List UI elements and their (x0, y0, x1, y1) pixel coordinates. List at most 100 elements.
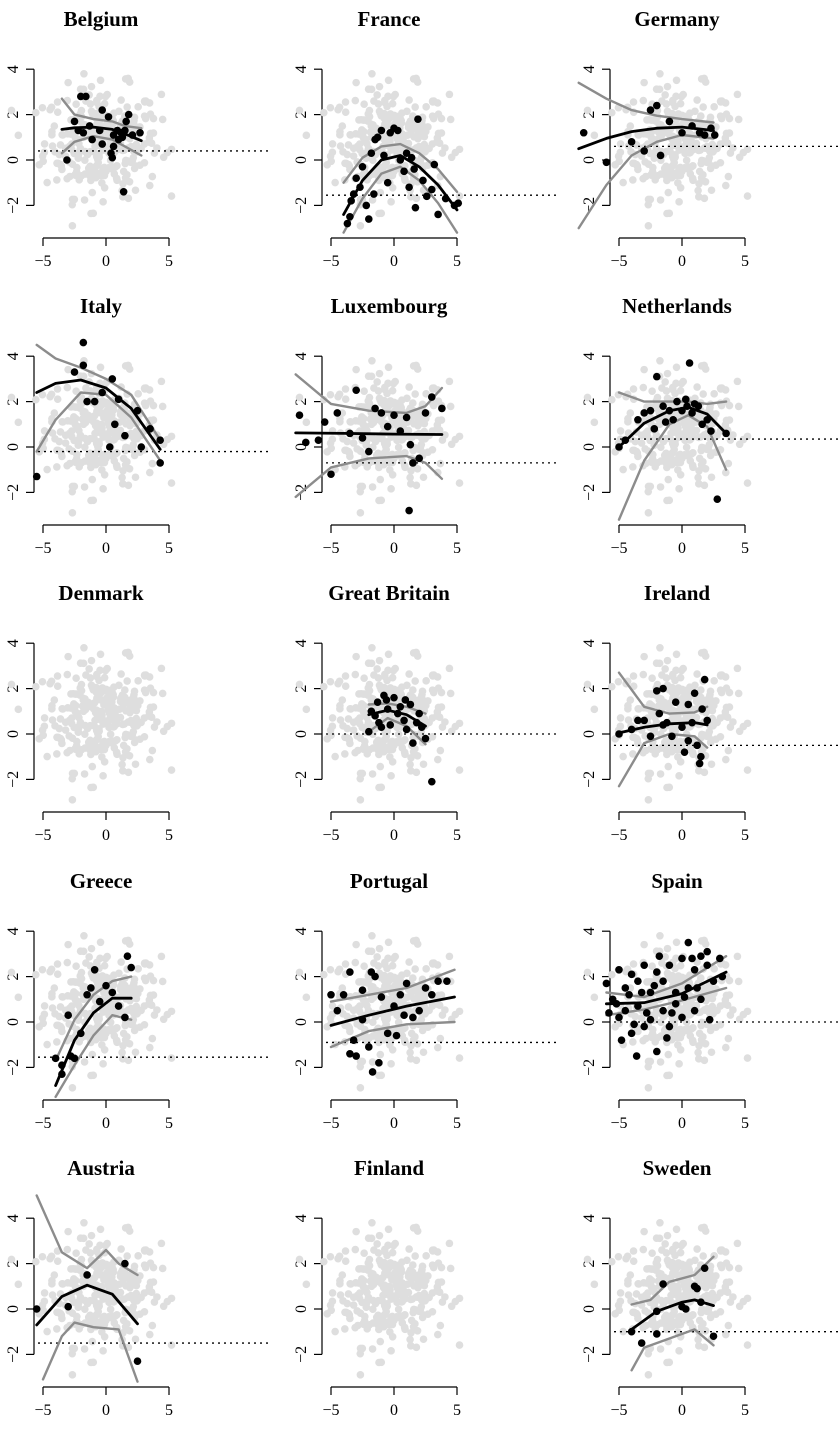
country-point (121, 431, 129, 440)
background-point (368, 356, 376, 365)
background-point (341, 1257, 350, 1266)
background-point (125, 751, 134, 760)
background-point (666, 685, 675, 694)
country-point (87, 984, 95, 992)
background-point (100, 458, 109, 467)
fit-line (329, 995, 456, 1027)
background-point (40, 140, 49, 148)
background-point (84, 451, 93, 460)
country-point (358, 434, 367, 442)
background-point (71, 458, 80, 467)
background-point (107, 738, 115, 747)
background-point (375, 783, 383, 792)
background-point (413, 652, 422, 660)
background-point (653, 171, 662, 180)
background-point (700, 194, 709, 203)
background-point (39, 444, 48, 453)
background-point (47, 965, 56, 974)
background-point (641, 1307, 649, 1315)
background-point (409, 1261, 417, 1269)
ci-lower-line (41, 1321, 139, 1383)
background-point (672, 76, 681, 85)
background-point (48, 716, 57, 724)
background-point (391, 952, 400, 961)
background-point (88, 475, 97, 484)
background-point (672, 363, 681, 372)
background-point (125, 1275, 134, 1284)
country-point (365, 215, 373, 223)
background-point (401, 1311, 409, 1319)
background-point (675, 198, 683, 206)
country-point (653, 101, 661, 110)
background-point (149, 688, 158, 697)
background-point (710, 701, 718, 710)
background-point (676, 757, 685, 766)
country-point (156, 436, 164, 444)
background-point (669, 1031, 678, 1040)
country-points (295, 386, 446, 515)
background-point (105, 723, 113, 732)
background-point (71, 171, 80, 180)
background-point (642, 1034, 650, 1043)
background-point (100, 171, 109, 180)
background-point (77, 745, 86, 754)
country-point (684, 938, 693, 947)
country-point (375, 1059, 383, 1067)
background-point (411, 1033, 419, 1041)
background-point (688, 461, 697, 470)
background-point (101, 717, 109, 725)
country-point (684, 700, 693, 709)
background-point (422, 103, 430, 111)
background-point (368, 1058, 377, 1066)
background-point (118, 1295, 127, 1304)
background-point (408, 1268, 417, 1277)
background-point (365, 106, 374, 115)
y-tick-label: −2 (581, 1346, 598, 1363)
background-point (47, 390, 56, 399)
background-point (113, 1024, 121, 1032)
background-point (122, 1281, 130, 1290)
background-point (660, 738, 669, 747)
background-point (387, 1347, 395, 1355)
background-point (55, 1012, 64, 1021)
background-point (733, 952, 742, 961)
x-tick-label: −5 (322, 540, 339, 557)
background-point (428, 97, 437, 105)
background-point (713, 431, 721, 440)
background-point (433, 755, 442, 764)
background-point (391, 1239, 400, 1248)
country-point (383, 178, 392, 187)
background-point (641, 445, 649, 453)
background-point (56, 428, 65, 436)
background-point (412, 194, 421, 203)
country-point (123, 952, 132, 960)
country-point (373, 698, 382, 707)
x-tick-label: 5 (165, 253, 173, 270)
x-tick-label: 5 (741, 1402, 749, 1419)
ci-upper-line (35, 343, 162, 442)
background-point (343, 437, 352, 446)
country-point (627, 1029, 636, 1038)
background-point (405, 1245, 413, 1253)
country-point (653, 1047, 661, 1056)
background-point (703, 142, 711, 151)
background-point (437, 1263, 446, 1272)
background-point (653, 458, 662, 467)
background-point (327, 731, 336, 740)
background-point (75, 404, 84, 412)
country-point (700, 131, 709, 139)
country-point (102, 981, 110, 990)
background-point (137, 1293, 145, 1302)
background-point (77, 393, 86, 402)
x-tick-label: 5 (165, 540, 173, 557)
country-point (320, 418, 329, 426)
x-tick-label: −5 (34, 540, 51, 557)
background-point (381, 672, 389, 681)
background-point (92, 162, 100, 171)
background-point (81, 408, 89, 416)
background-point (134, 989, 142, 998)
background-point (411, 390, 419, 398)
background-point (68, 1084, 77, 1092)
country-points (579, 101, 719, 167)
